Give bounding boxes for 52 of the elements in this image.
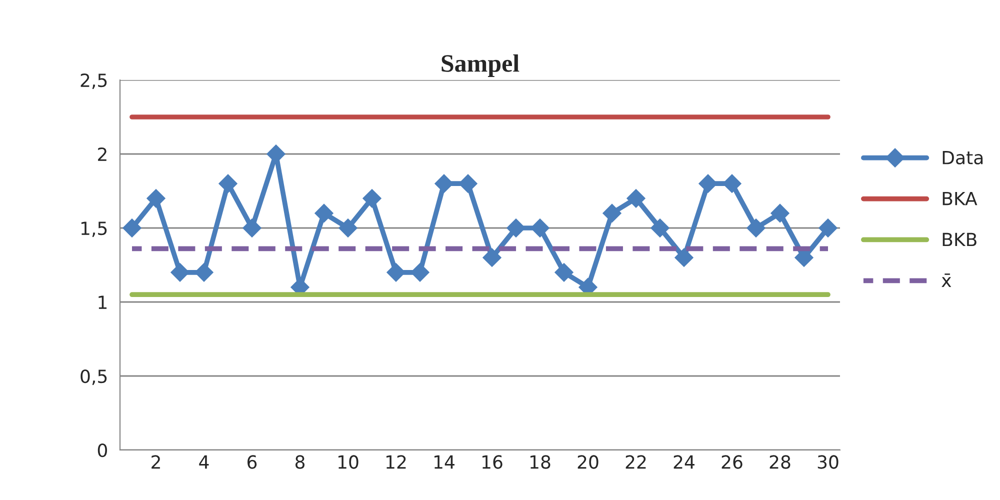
point	[194, 263, 214, 282]
point	[698, 174, 718, 193]
x-tick-label: 10	[338, 455, 358, 469]
x-tick-label: 18	[530, 455, 550, 469]
point	[722, 174, 742, 193]
point	[626, 189, 646, 208]
legend-label: x̄	[942, 274, 952, 287]
x-tick-label: 26	[722, 455, 742, 469]
legend-label: BKB	[942, 232, 976, 246]
point	[530, 218, 550, 238]
y-tick-label: 0,5	[80, 369, 107, 385]
x-tick-label: 6	[248, 455, 257, 469]
x-tick-label: 28	[770, 455, 790, 469]
y-tick-label: 2,5	[80, 73, 107, 89]
x-tick-label: 16	[482, 455, 502, 469]
y-tick-label: 2	[98, 147, 106, 161]
point	[386, 263, 406, 282]
point	[170, 263, 190, 282]
x-tick-label: 22	[626, 455, 646, 469]
point	[338, 218, 358, 238]
point	[410, 263, 430, 282]
chart-title: Sampel	[442, 54, 520, 77]
point	[434, 174, 454, 193]
x-tick-label: 24	[674, 455, 694, 469]
y-tick-label: 0	[98, 443, 107, 458]
point	[554, 263, 574, 282]
point	[146, 189, 166, 208]
point	[482, 248, 502, 267]
point	[602, 204, 622, 223]
point	[362, 189, 382, 208]
x-tick-label: 4	[199, 455, 209, 469]
point	[218, 174, 238, 193]
point	[650, 218, 670, 238]
point	[746, 218, 766, 238]
point	[506, 218, 526, 238]
point	[314, 204, 334, 223]
x-tick-label: 14	[434, 455, 454, 469]
x-tick-label: 20	[578, 455, 598, 469]
point	[674, 248, 694, 267]
legend-label: BKA	[942, 192, 978, 206]
x-tick-label: 12	[386, 455, 406, 469]
point	[818, 218, 838, 238]
point	[770, 204, 790, 223]
point	[458, 174, 478, 193]
legend-label: Data	[942, 151, 983, 164]
x-tick-label: 2	[152, 455, 160, 469]
point	[122, 218, 142, 238]
x-tick-label: 30	[818, 455, 838, 469]
x-tick-label: 8	[295, 455, 305, 469]
point	[242, 218, 262, 238]
y-tick-label: 1,5	[81, 222, 107, 237]
y-tick-label: 1	[98, 296, 107, 309]
